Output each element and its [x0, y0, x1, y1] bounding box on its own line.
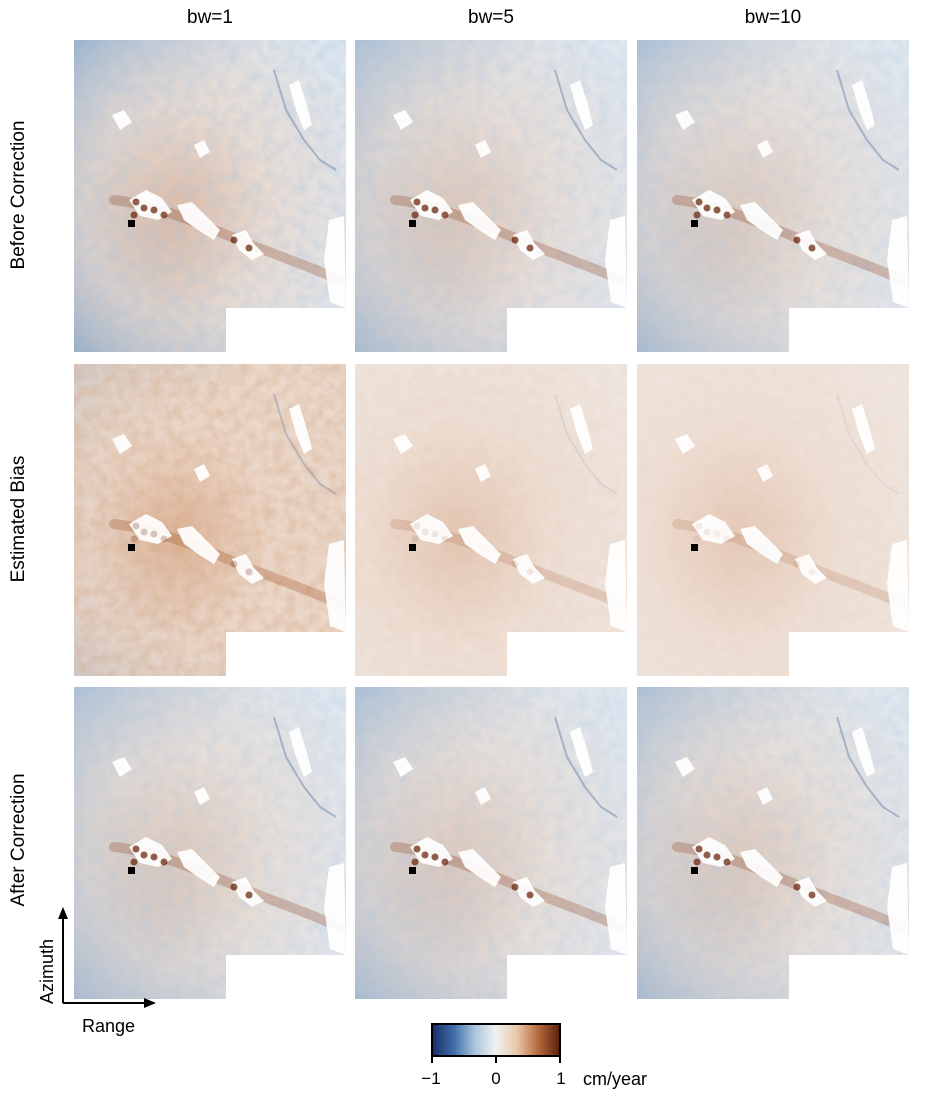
map-panel-r1-c3: [637, 40, 909, 352]
column-title-bw5: bw=5: [468, 7, 514, 28]
map-panel-r3-c2: [355, 687, 627, 999]
colorbar-label-zero: 0: [491, 1069, 501, 1088]
colorbar-label-min: −1: [421, 1069, 441, 1088]
map-panel-r2-c3: [637, 364, 909, 676]
map-panel-r1-c1: [74, 40, 346, 352]
column-title-bw1: bw=1: [187, 7, 233, 28]
row-title-before-correction: Before Correction: [8, 120, 29, 270]
azimuth-label: Azimuth: [37, 938, 57, 1004]
colorbar-tick-zero: [495, 1057, 497, 1063]
map-panel-r3-c1: [74, 687, 346, 999]
map-panel-r2-c2: [355, 364, 627, 676]
column-title-bw10: bw=10: [744, 7, 802, 28]
colorbar-tick-min: [431, 1057, 433, 1063]
map-panel-r1-c2: [355, 40, 627, 352]
axis-arrows: [58, 907, 156, 1008]
colorbar: [431, 1023, 561, 1057]
map-panel-r2-c1: [74, 364, 346, 676]
row-title-estimated-bias: Estimated Bias: [8, 455, 29, 583]
colorbar-unit: cm/year: [583, 1069, 648, 1089]
map-panel-r3-c3: [637, 687, 909, 999]
row-title-after-correction: After Correction: [8, 773, 29, 907]
range-label: Range: [82, 1016, 136, 1036]
colorbar-label-max: 1: [556, 1069, 566, 1088]
colorbar-tick-max: [559, 1057, 561, 1063]
